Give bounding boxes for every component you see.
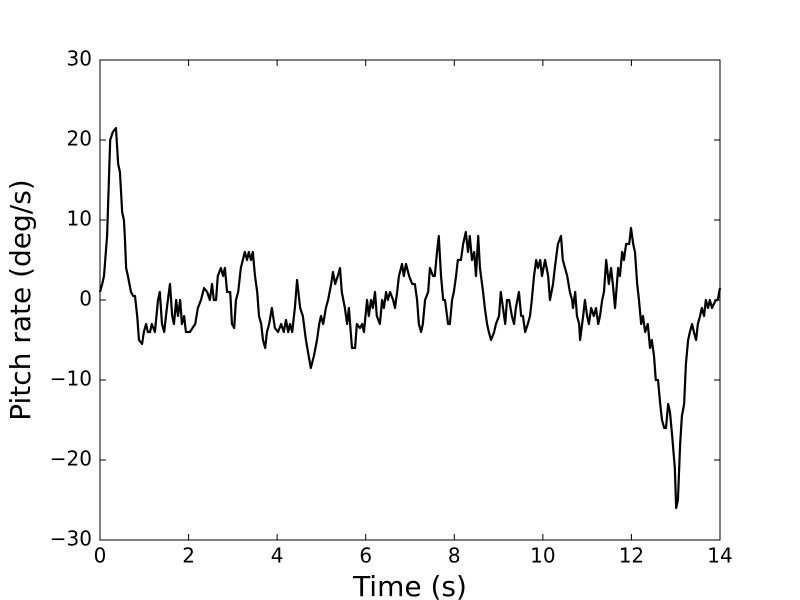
x-tick-label: 4 — [271, 544, 284, 568]
y-tick-label: −20 — [50, 447, 92, 471]
x-tick-label: 10 — [530, 544, 555, 568]
x-tick-label: 8 — [448, 544, 461, 568]
data-line — [98, 126, 722, 510]
x-tick-label: 12 — [619, 544, 644, 568]
y-tick-label: 0 — [79, 287, 92, 311]
y-tick-label: 30 — [67, 47, 92, 71]
x-axis-label: Time (s) — [352, 570, 467, 600]
y-tick-label: 10 — [67, 207, 92, 231]
y-axis-label: Pitch rate (deg/s) — [4, 179, 37, 421]
x-tick-label: 6 — [359, 544, 372, 568]
plot-frame — [99, 59, 721, 541]
y-tick-label: 20 — [67, 127, 92, 151]
y-tick-label: −10 — [50, 367, 92, 391]
x-tick-label: 14 — [707, 544, 732, 568]
x-tick-label: 0 — [94, 544, 107, 568]
x-tick-label: 2 — [182, 544, 195, 568]
y-tick-label: −30 — [50, 527, 92, 551]
